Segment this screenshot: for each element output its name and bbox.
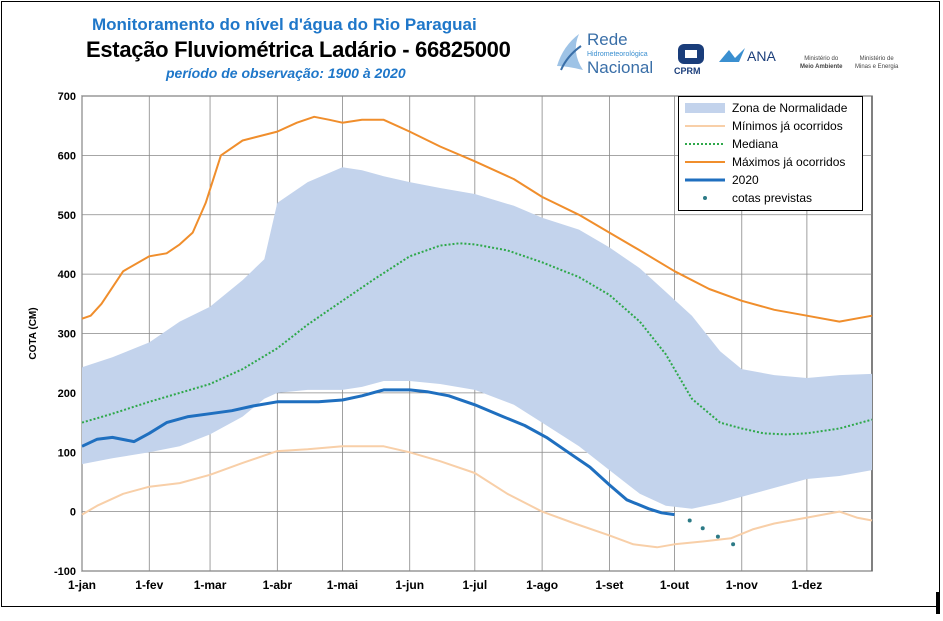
- legend-line-mediana: [685, 143, 725, 145]
- rede-hidrometeorologica-logo: Rede Hidrometeorológica Nacional: [553, 26, 663, 78]
- x-tick-label: 1-out: [660, 578, 689, 592]
- cprm-icon: [678, 44, 704, 64]
- chart-legend: Zona de Normalidade Mínimos já ocorridos…: [678, 96, 863, 211]
- cprm-logo: CPRM: [672, 42, 717, 76]
- rede-wave-icon: [557, 34, 583, 71]
- x-tick-label: 1-nov: [726, 578, 758, 592]
- chart-title: Monitoramento do nível d'água do Rio Par…: [92, 15, 477, 34]
- station-title: Estação Fluviométrica Ladário - 66825000: [86, 37, 511, 62]
- legend-label: Máximos já ocorridos: [732, 155, 846, 169]
- legend-line-minimos: [685, 125, 725, 127]
- legend-item-2020: 2020: [679, 172, 862, 188]
- normal-zone-band: [82, 167, 872, 509]
- legend-dot-previstas: [703, 196, 707, 200]
- y-tick-label: 200: [58, 388, 76, 400]
- maximos-line: [81, 115, 873, 323]
- y-tick-label: 600: [58, 150, 76, 162]
- legend-item-previstas: cotas previstas: [679, 190, 862, 206]
- y-tick-label: 400: [58, 269, 76, 281]
- ministerio-minas-energia-logo: Ministério de Minas e Energia: [855, 55, 898, 71]
- ana-wave-icon: [719, 48, 745, 62]
- chart-frame: [1, 1, 940, 607]
- x-tick-label: 1-abr: [263, 578, 293, 592]
- cota-prevista-point: [700, 526, 705, 531]
- ministerio-meio-ambiente-logo: Ministério do Meio Ambiente: [800, 55, 842, 71]
- series-2020-line: [81, 388, 675, 517]
- ana-text: ANA: [747, 48, 776, 64]
- minas-energia-label: Minas e Energia: [855, 64, 899, 70]
- x-tick-label: 1-mar: [194, 578, 227, 592]
- legend-label: 2020: [732, 173, 759, 187]
- x-tick-label: 1-mai: [327, 578, 358, 592]
- ministerio-label: Ministério de: [859, 56, 894, 62]
- y-tick-label: 100: [58, 447, 76, 459]
- x-tick-label: 1-dez: [792, 578, 823, 592]
- x-tick-label: 1-jun: [395, 578, 424, 592]
- legend-item-normal-zone: Zona de Normalidade: [679, 100, 862, 116]
- legend-line-maximos: [685, 161, 725, 163]
- cprm-text: CPRM: [674, 66, 701, 76]
- x-tick-label: 1-set: [595, 578, 623, 592]
- y-axis-label: COTA (CM): [28, 307, 39, 359]
- rede-text: Rede: [587, 30, 628, 49]
- legend-label: Mediana: [732, 137, 779, 151]
- observation-period: período de observação: 1900 à 2020: [166, 65, 406, 81]
- y-tick-label: 700: [58, 91, 76, 103]
- meio-ambiente-label: Meio Ambiente: [800, 64, 843, 70]
- legend-item-mediana: Mediana: [679, 136, 862, 152]
- cota-prevista-point: [731, 542, 736, 547]
- x-tick-label: 1-jan: [68, 578, 96, 592]
- hidrometeorologica-text: Hidrometeorológica: [587, 51, 648, 58]
- y-tick-label: -100: [54, 566, 76, 578]
- cota-prevista-point: [715, 534, 720, 539]
- ministerio-label: Ministério do: [804, 56, 839, 62]
- y-tick-label: 500: [58, 210, 76, 222]
- legend-label: cotas previstas: [732, 191, 813, 205]
- ana-logo: ANA: [717, 46, 792, 71]
- x-tick-label: 1-jul: [462, 578, 487, 592]
- y-tick-label: 300: [58, 329, 76, 341]
- legend-item-maximos: Máximos já ocorridos: [679, 154, 862, 170]
- x-tick-label: 1-ago: [526, 578, 558, 592]
- legend-swatch-normal-zone: [685, 103, 725, 113]
- text-cursor: [936, 592, 940, 614]
- x-tick-label: 1-fev: [135, 578, 163, 592]
- y-tick-label: 0: [70, 507, 76, 519]
- legend-line-2020: [685, 178, 725, 182]
- nacional-text: Nacional: [587, 58, 654, 77]
- legend-item-minimos: Mínimos já ocorridos: [679, 118, 862, 134]
- legend-label: Zona de Normalidade: [732, 101, 848, 115]
- minimos-line: [81, 445, 873, 549]
- legend-label: Mínimos já ocorridos: [732, 119, 843, 133]
- cota-prevista-point: [687, 518, 692, 523]
